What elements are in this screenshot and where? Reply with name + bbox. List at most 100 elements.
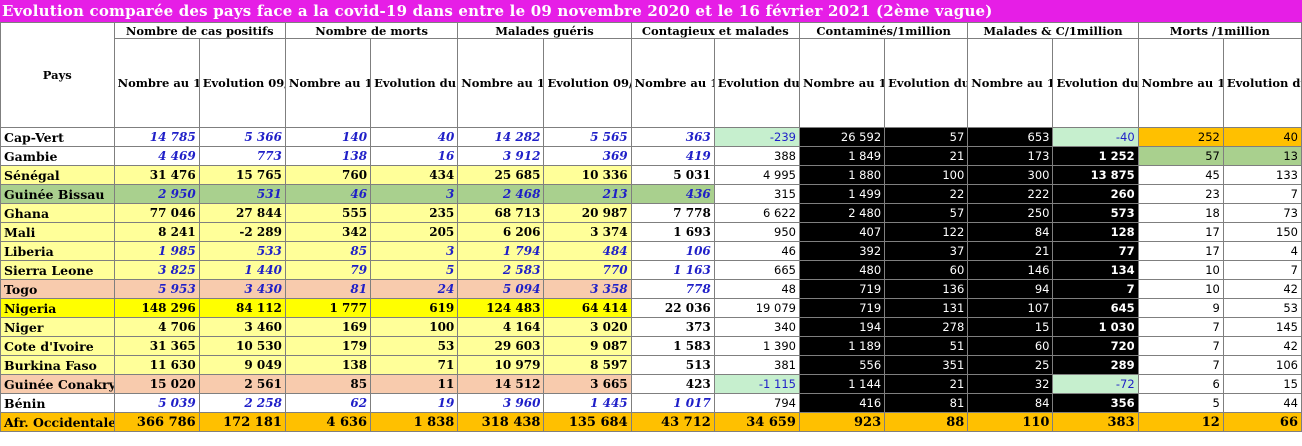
value-cell: 356 <box>1052 393 1139 413</box>
value-cell: 4 995 <box>713 165 800 185</box>
country-cell: Afr. Occidentale <box>0 412 115 432</box>
value-cell: 222 <box>967 184 1054 204</box>
value-cell: 3 460 <box>198 317 286 337</box>
value-cell: -2 289 <box>198 222 286 242</box>
value-cell: 14 785 <box>113 127 200 147</box>
value-cell: 3 430 <box>198 279 286 299</box>
value-cell: 10 <box>1137 279 1224 299</box>
value-cell: 77 046 <box>113 203 200 223</box>
value-cell: 1 794 <box>457 241 545 261</box>
value-cell: 13 <box>1222 146 1302 166</box>
value-cell: 1 163 <box>630 260 715 280</box>
value-cell: 9 049 <box>198 355 286 375</box>
value-cell: 423 <box>630 374 715 394</box>
value-cell: 392 <box>798 241 886 261</box>
value-cell: 778 <box>630 279 715 299</box>
value-cell: 20 987 <box>543 203 632 223</box>
value-cell: 4 636 <box>284 412 372 432</box>
table-body: Cap-Vert 14 785 5 366 140 40 14 282 5 565 363 -2… <box>0 127 1302 432</box>
value-cell: 60 <box>967 336 1054 356</box>
value-cell: 25 685 <box>457 165 545 185</box>
value-cell: 146 <box>967 260 1054 280</box>
value-cell: 3 825 <box>113 260 200 280</box>
value-cell: 46 <box>284 184 372 204</box>
value-cell: 8 597 <box>543 355 632 375</box>
country-cell: Burkina Faso <box>0 355 115 375</box>
value-cell: 366 786 <box>113 412 200 432</box>
value-cell: 71 <box>370 355 459 375</box>
value-cell: 3 358 <box>543 279 632 299</box>
value-cell: 3 <box>370 241 459 261</box>
value-cell: 40 <box>370 127 459 147</box>
value-cell: 5 565 <box>543 127 632 147</box>
value-cell: 85 <box>284 241 372 261</box>
value-cell: 531 <box>198 184 286 204</box>
value-cell: 22 036 <box>630 298 715 318</box>
value-cell: 131 <box>884 298 969 318</box>
value-cell: 138 <box>284 146 372 166</box>
value-cell: 107 <box>967 298 1054 318</box>
value-cell: 794 <box>713 393 800 413</box>
value-cell: 665 <box>713 260 800 280</box>
country-cell: Gambie <box>0 146 115 166</box>
value-cell: 556 <box>798 355 886 375</box>
value-cell: 26 592 <box>798 127 886 147</box>
header-sub: Nombre au 16/02/2021 <box>798 38 886 128</box>
country-cell: Cote d'Ivoire <box>0 336 115 356</box>
table-row: Guinée Bissau 2 950 531 46 3 2 468 213 436 315 1 … <box>0 184 1302 204</box>
value-cell: 573 <box>1052 203 1139 223</box>
table-row: Liberia 1 985 533 85 3 1 794 484 106 46 392 37 21 77… <box>0 241 1302 261</box>
value-cell: 533 <box>198 241 286 261</box>
value-cell: 100 <box>884 165 969 185</box>
value-cell: 555 <box>284 203 372 223</box>
value-cell: 85 <box>284 374 372 394</box>
value-cell: 57 <box>1137 146 1224 166</box>
value-cell: 21 <box>884 374 969 394</box>
header-sub: Evolution du 09/11/2020 au 16/02/2021 <box>370 38 459 128</box>
value-cell: 5 039 <box>113 393 200 413</box>
total-row: Afr. Occidentale 366 786 172 181 4 636 1 838… <box>0 412 1302 432</box>
value-cell: 145 <box>1222 317 1302 337</box>
value-cell: 150 <box>1222 222 1302 242</box>
value-cell: 6 622 <box>713 203 800 223</box>
value-cell: 34 659 <box>713 412 800 432</box>
value-cell: 9 087 <box>543 336 632 356</box>
value-cell: 342 <box>284 222 372 242</box>
value-cell: 10 530 <box>198 336 286 356</box>
value-cell: 77 <box>1052 241 1139 261</box>
value-cell: 14 282 <box>457 127 545 147</box>
value-cell: 57 <box>884 127 969 147</box>
value-cell: 235 <box>370 203 459 223</box>
value-cell: 480 <box>798 260 886 280</box>
country-cell: Mali <box>0 222 115 242</box>
value-cell: 4 706 <box>113 317 200 337</box>
value-cell: 923 <box>798 412 886 432</box>
value-cell: 419 <box>630 146 715 166</box>
value-cell: 148 296 <box>113 298 200 318</box>
value-cell: 719 <box>798 279 886 299</box>
value-cell: 318 438 <box>457 412 545 432</box>
value-cell: 68 713 <box>457 203 545 223</box>
value-cell: 27 844 <box>198 203 286 223</box>
country-cell: Togo <box>0 279 115 299</box>
value-cell: 5 094 <box>457 279 545 299</box>
table-row: Togo 5 953 3 430 81 24 5 094 3 358 778 48 719 136 9… <box>0 279 1302 299</box>
value-cell: 9 <box>1137 298 1224 318</box>
value-cell: 950 <box>713 222 800 242</box>
country-cell: Cap-Vert <box>0 127 115 147</box>
value-cell: 100 <box>370 317 459 337</box>
value-cell: 1 583 <box>630 336 715 356</box>
value-cell: 17 <box>1137 241 1224 261</box>
value-cell: 252 <box>1137 127 1224 147</box>
value-cell: 8 241 <box>113 222 200 242</box>
value-cell: 94 <box>967 279 1054 299</box>
table-row: Burkina Faso 11 630 9 049 138 71 10 979 8 597 5… <box>0 355 1302 375</box>
table-row: Bénin 5 039 2 258 62 19 3 960 1 445 1 017 794 416… <box>0 393 1302 413</box>
value-cell: 42 <box>1222 336 1302 356</box>
value-cell: 1 390 <box>713 336 800 356</box>
value-cell: 4 <box>1222 241 1302 261</box>
header-sub: Nombre au 16/02/2021 <box>967 38 1054 128</box>
country-cell: Niger <box>0 317 115 337</box>
value-cell: 434 <box>370 165 459 185</box>
value-cell: 40 <box>1222 127 1302 147</box>
